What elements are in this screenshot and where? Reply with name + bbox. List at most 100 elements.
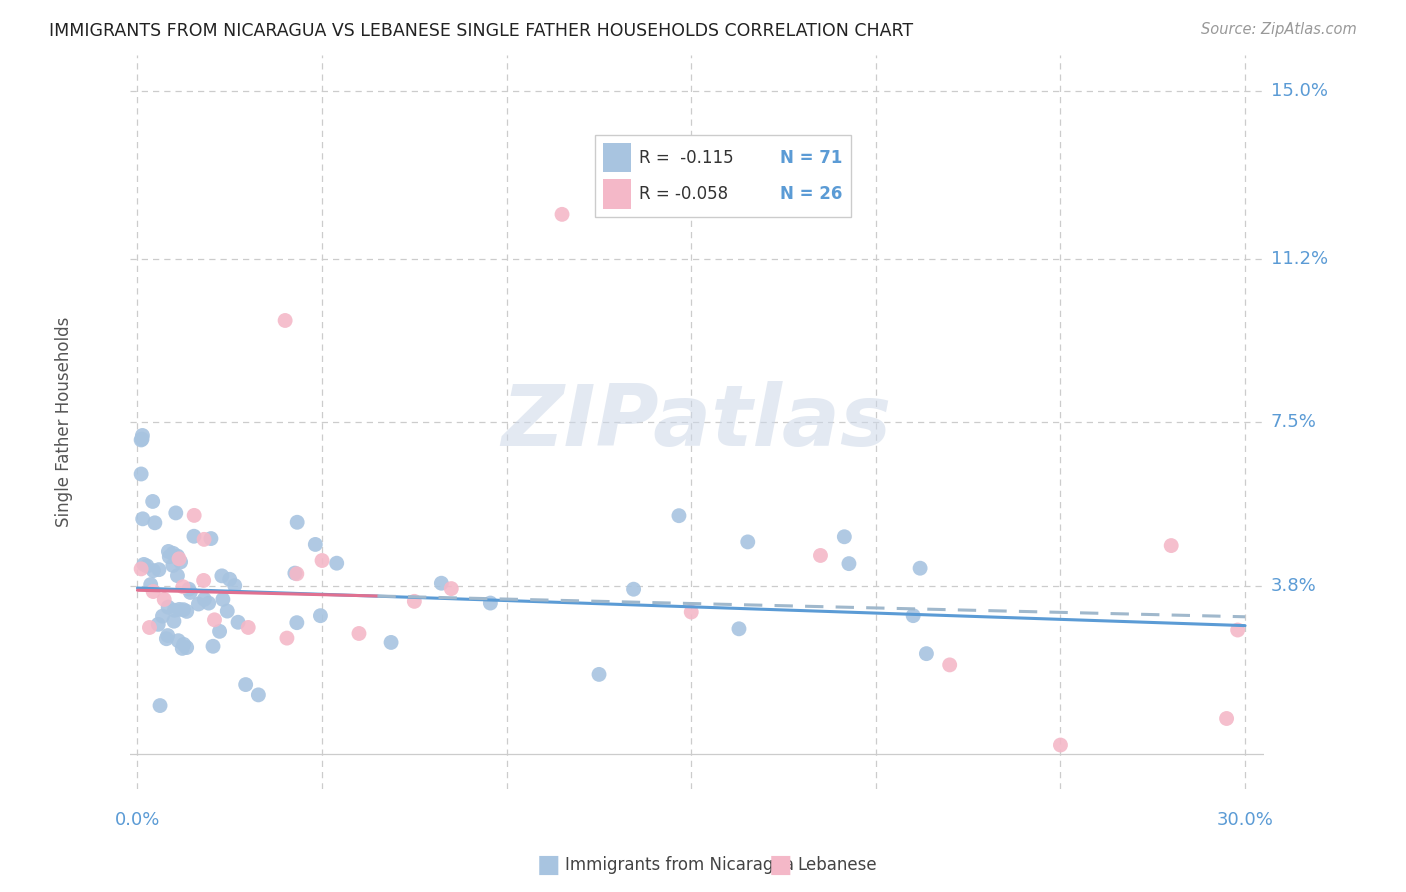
Point bbox=[187, 597, 209, 611]
Point bbox=[143, 516, 166, 530]
Point bbox=[204, 613, 226, 627]
Point bbox=[142, 564, 165, 578]
Point bbox=[224, 579, 246, 593]
Point bbox=[284, 566, 307, 581]
Point bbox=[1226, 623, 1249, 637]
Text: ZIPatlas: ZIPatlas bbox=[502, 381, 891, 464]
Point bbox=[166, 549, 188, 563]
Point bbox=[208, 624, 231, 639]
Point bbox=[177, 582, 200, 596]
Text: Single Father Households: Single Father Households bbox=[55, 317, 73, 527]
Point bbox=[169, 602, 191, 616]
Point bbox=[155, 632, 177, 646]
Point bbox=[938, 657, 960, 672]
Point bbox=[157, 549, 180, 564]
Point bbox=[163, 603, 186, 617]
Point bbox=[285, 516, 308, 530]
Point bbox=[183, 508, 205, 523]
Point bbox=[176, 604, 198, 618]
Point bbox=[179, 585, 201, 599]
Point bbox=[915, 647, 938, 661]
Point bbox=[136, 559, 159, 574]
Point bbox=[148, 617, 170, 632]
Point bbox=[142, 494, 165, 508]
Point bbox=[728, 622, 751, 636]
Point bbox=[173, 637, 195, 651]
Text: ■: ■ bbox=[769, 854, 792, 877]
Point bbox=[162, 546, 184, 560]
Point bbox=[304, 537, 326, 551]
Point bbox=[162, 558, 184, 573]
Point bbox=[142, 584, 165, 599]
Point bbox=[152, 609, 174, 624]
Point bbox=[167, 633, 190, 648]
Text: Immigrants from Nicaragua: Immigrants from Nicaragua bbox=[565, 856, 794, 874]
Point bbox=[1049, 738, 1071, 752]
Point bbox=[838, 557, 860, 571]
Point bbox=[193, 592, 215, 607]
Point bbox=[309, 608, 332, 623]
Point bbox=[404, 594, 426, 608]
Point bbox=[148, 563, 170, 577]
Point bbox=[153, 592, 176, 607]
Bar bbox=[603, 143, 631, 172]
Text: IMMIGRANTS FROM NICARAGUA VS LEBANESE SINGLE FATHER HOUSEHOLDS CORRELATION CHART: IMMIGRANTS FROM NICARAGUA VS LEBANESE SI… bbox=[49, 22, 914, 40]
Point bbox=[167, 551, 190, 566]
Point bbox=[129, 467, 152, 481]
Text: 7.5%: 7.5% bbox=[1271, 413, 1317, 431]
Point bbox=[212, 592, 235, 607]
Text: Source: ZipAtlas.com: Source: ZipAtlas.com bbox=[1201, 22, 1357, 37]
Text: 3.8%: 3.8% bbox=[1271, 577, 1316, 595]
Text: ■: ■ bbox=[537, 854, 560, 877]
Point bbox=[131, 432, 153, 446]
Point bbox=[834, 530, 856, 544]
Text: R = -0.058: R = -0.058 bbox=[638, 185, 728, 202]
Point bbox=[172, 580, 194, 594]
Point bbox=[193, 533, 215, 547]
Point bbox=[202, 640, 225, 654]
Text: 11.2%: 11.2% bbox=[1271, 250, 1329, 268]
Point bbox=[200, 532, 222, 546]
Point bbox=[163, 614, 186, 628]
Point bbox=[274, 313, 297, 327]
Text: 30.0%: 30.0% bbox=[1216, 812, 1274, 830]
Point bbox=[479, 596, 502, 610]
Point bbox=[908, 561, 931, 575]
Text: 0.0%: 0.0% bbox=[115, 812, 160, 830]
Text: 15.0%: 15.0% bbox=[1271, 81, 1327, 100]
Point bbox=[588, 667, 610, 681]
Point bbox=[197, 596, 219, 610]
Point bbox=[211, 569, 233, 583]
Point bbox=[132, 512, 155, 526]
Point bbox=[380, 635, 402, 649]
Text: N = 26: N = 26 bbox=[780, 185, 842, 202]
Text: Lebanese: Lebanese bbox=[797, 856, 877, 874]
Point bbox=[157, 600, 180, 615]
Point bbox=[138, 620, 160, 634]
Point bbox=[901, 608, 924, 623]
Point bbox=[176, 640, 198, 655]
Point bbox=[132, 558, 155, 572]
Point bbox=[129, 433, 152, 447]
Point bbox=[737, 535, 759, 549]
Point bbox=[183, 529, 205, 543]
Point bbox=[156, 629, 179, 643]
Bar bbox=[603, 179, 631, 209]
Point bbox=[157, 544, 180, 558]
Point bbox=[169, 555, 191, 569]
Point bbox=[668, 508, 690, 523]
Point bbox=[551, 207, 574, 221]
Point bbox=[193, 574, 215, 588]
Point bbox=[218, 572, 240, 586]
Point bbox=[1215, 711, 1237, 725]
Point bbox=[810, 549, 832, 563]
Point bbox=[276, 631, 298, 645]
Point bbox=[325, 556, 347, 570]
Point bbox=[440, 582, 463, 596]
Point bbox=[173, 603, 195, 617]
Point bbox=[311, 553, 333, 567]
Text: N = 71: N = 71 bbox=[780, 149, 842, 167]
Point bbox=[139, 577, 162, 591]
Point bbox=[149, 698, 172, 713]
Point bbox=[235, 677, 257, 691]
